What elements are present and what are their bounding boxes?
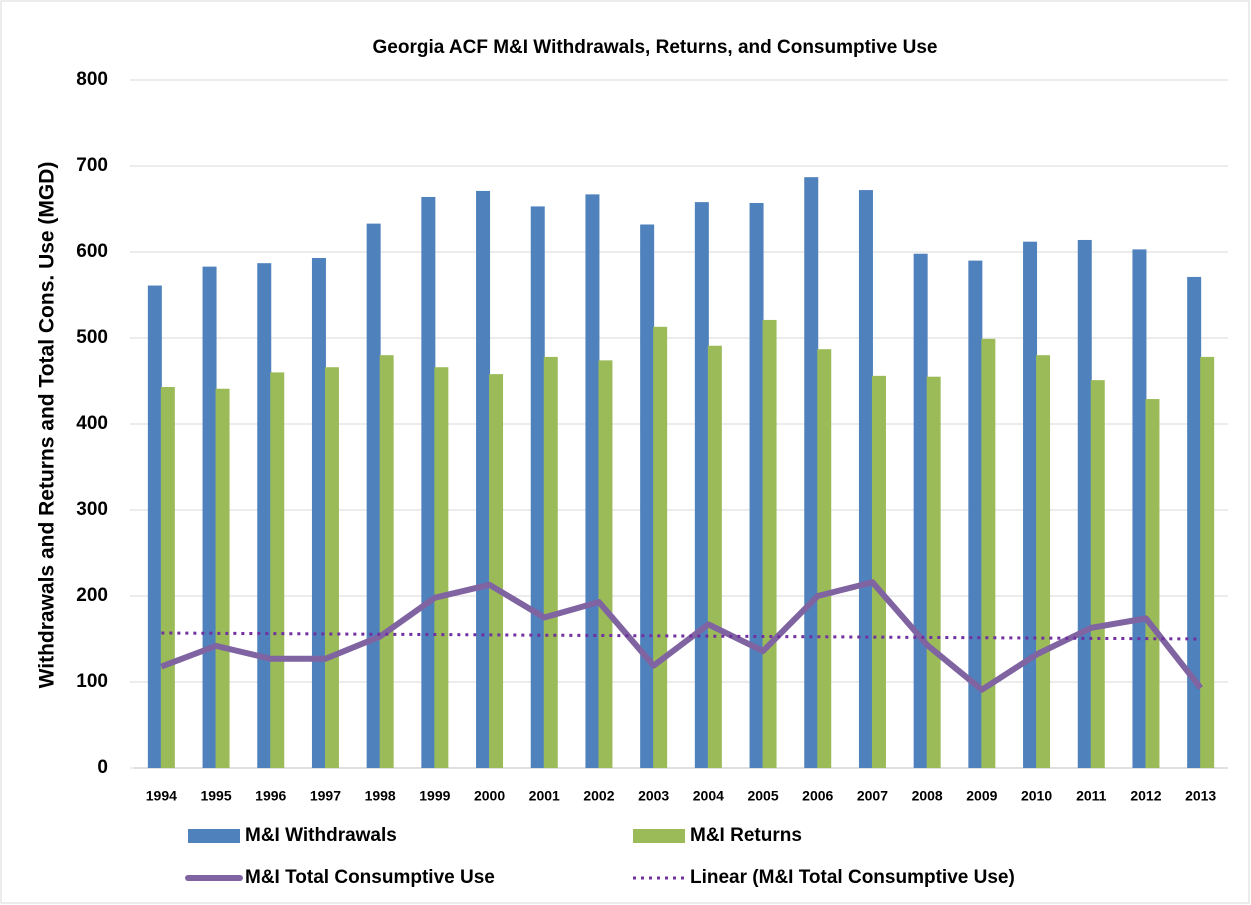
y-tick-label: 700 bbox=[76, 155, 108, 176]
legend-swatch bbox=[188, 829, 240, 843]
bar bbox=[476, 190, 491, 768]
bar bbox=[147, 285, 162, 768]
x-tick-label: 2003 bbox=[638, 788, 669, 804]
x-tick-label: 1994 bbox=[146, 788, 177, 804]
legend-label: M&I Total Consumptive Use bbox=[245, 867, 495, 888]
bar bbox=[1132, 249, 1147, 769]
x-tick-label: 2006 bbox=[802, 788, 833, 804]
x-tick-label: 2012 bbox=[1130, 788, 1161, 804]
bar bbox=[749, 202, 764, 769]
x-tick-label: 2011 bbox=[1076, 788, 1107, 804]
chart-title: Georgia ACF M&I Withdrawals, Returns, an… bbox=[373, 37, 938, 58]
x-tick-label: 1997 bbox=[310, 788, 341, 804]
bar bbox=[1090, 380, 1105, 768]
bar bbox=[817, 349, 832, 768]
bar bbox=[694, 202, 709, 768]
x-tick-label: 2005 bbox=[747, 788, 778, 804]
x-tick-label: 2010 bbox=[1021, 788, 1052, 804]
bar bbox=[968, 260, 983, 768]
y-tick-label: 0 bbox=[97, 757, 108, 778]
bar bbox=[379, 355, 394, 768]
bar bbox=[1023, 241, 1038, 768]
bar bbox=[707, 345, 722, 768]
y-tick-label: 600 bbox=[76, 241, 108, 262]
bar bbox=[1036, 355, 1051, 768]
bar bbox=[489, 374, 504, 768]
x-tick-label: 1998 bbox=[365, 788, 396, 804]
y-tick-label: 200 bbox=[76, 585, 108, 606]
y-tick-label: 100 bbox=[76, 671, 108, 692]
bar bbox=[1187, 276, 1202, 768]
bar bbox=[324, 367, 339, 768]
x-tick-label: 2009 bbox=[966, 788, 997, 804]
bar bbox=[1145, 399, 1160, 768]
bar bbox=[160, 387, 175, 768]
bar bbox=[270, 372, 285, 768]
bar bbox=[311, 258, 326, 768]
x-tick-label: 1995 bbox=[200, 788, 231, 804]
bar bbox=[421, 196, 436, 768]
bar bbox=[653, 326, 668, 768]
bar bbox=[257, 263, 272, 768]
bar bbox=[585, 194, 600, 768]
legend-swatch bbox=[633, 829, 685, 843]
y-tick-label: 500 bbox=[76, 327, 108, 348]
bar bbox=[598, 360, 613, 768]
bar bbox=[1200, 356, 1215, 768]
y-tick-label: 800 bbox=[76, 69, 108, 90]
y-tick-label: 400 bbox=[76, 413, 108, 434]
bar bbox=[1077, 239, 1092, 768]
x-tick-label: 2000 bbox=[474, 788, 505, 804]
bar bbox=[858, 190, 873, 768]
bar bbox=[871, 375, 886, 768]
bar bbox=[530, 206, 545, 769]
bar bbox=[215, 388, 230, 768]
x-tick-label: 1999 bbox=[419, 788, 450, 804]
legend-label: M&I Withdrawals bbox=[245, 825, 397, 846]
legend-label: M&I Returns bbox=[690, 825, 802, 846]
bar bbox=[981, 338, 996, 768]
trend-line bbox=[161, 631, 1201, 641]
x-tick-label: 2013 bbox=[1185, 788, 1216, 804]
x-tick-label: 1996 bbox=[255, 788, 286, 804]
line bbox=[160, 579, 1204, 693]
bar bbox=[762, 319, 777, 768]
bar bbox=[366, 223, 381, 768]
bar bbox=[804, 177, 819, 768]
bar bbox=[543, 356, 558, 768]
bar bbox=[640, 224, 655, 769]
x-tick-label: 2004 bbox=[693, 788, 724, 804]
x-tick-label: 2002 bbox=[583, 788, 614, 804]
y-axis-title: Withdrawals and Returns and Total Cons. … bbox=[36, 162, 59, 689]
x-tick-label: 2007 bbox=[857, 788, 888, 804]
y-tick-label: 300 bbox=[76, 499, 108, 520]
legend-label: Linear (M&I Total Consumptive Use) bbox=[690, 867, 1015, 888]
x-tick-label: 2008 bbox=[912, 788, 943, 804]
bar bbox=[926, 376, 941, 768]
bar bbox=[434, 367, 449, 768]
x-tick-label: 2001 bbox=[529, 788, 560, 804]
bar bbox=[202, 266, 217, 768]
bar bbox=[913, 253, 928, 769]
